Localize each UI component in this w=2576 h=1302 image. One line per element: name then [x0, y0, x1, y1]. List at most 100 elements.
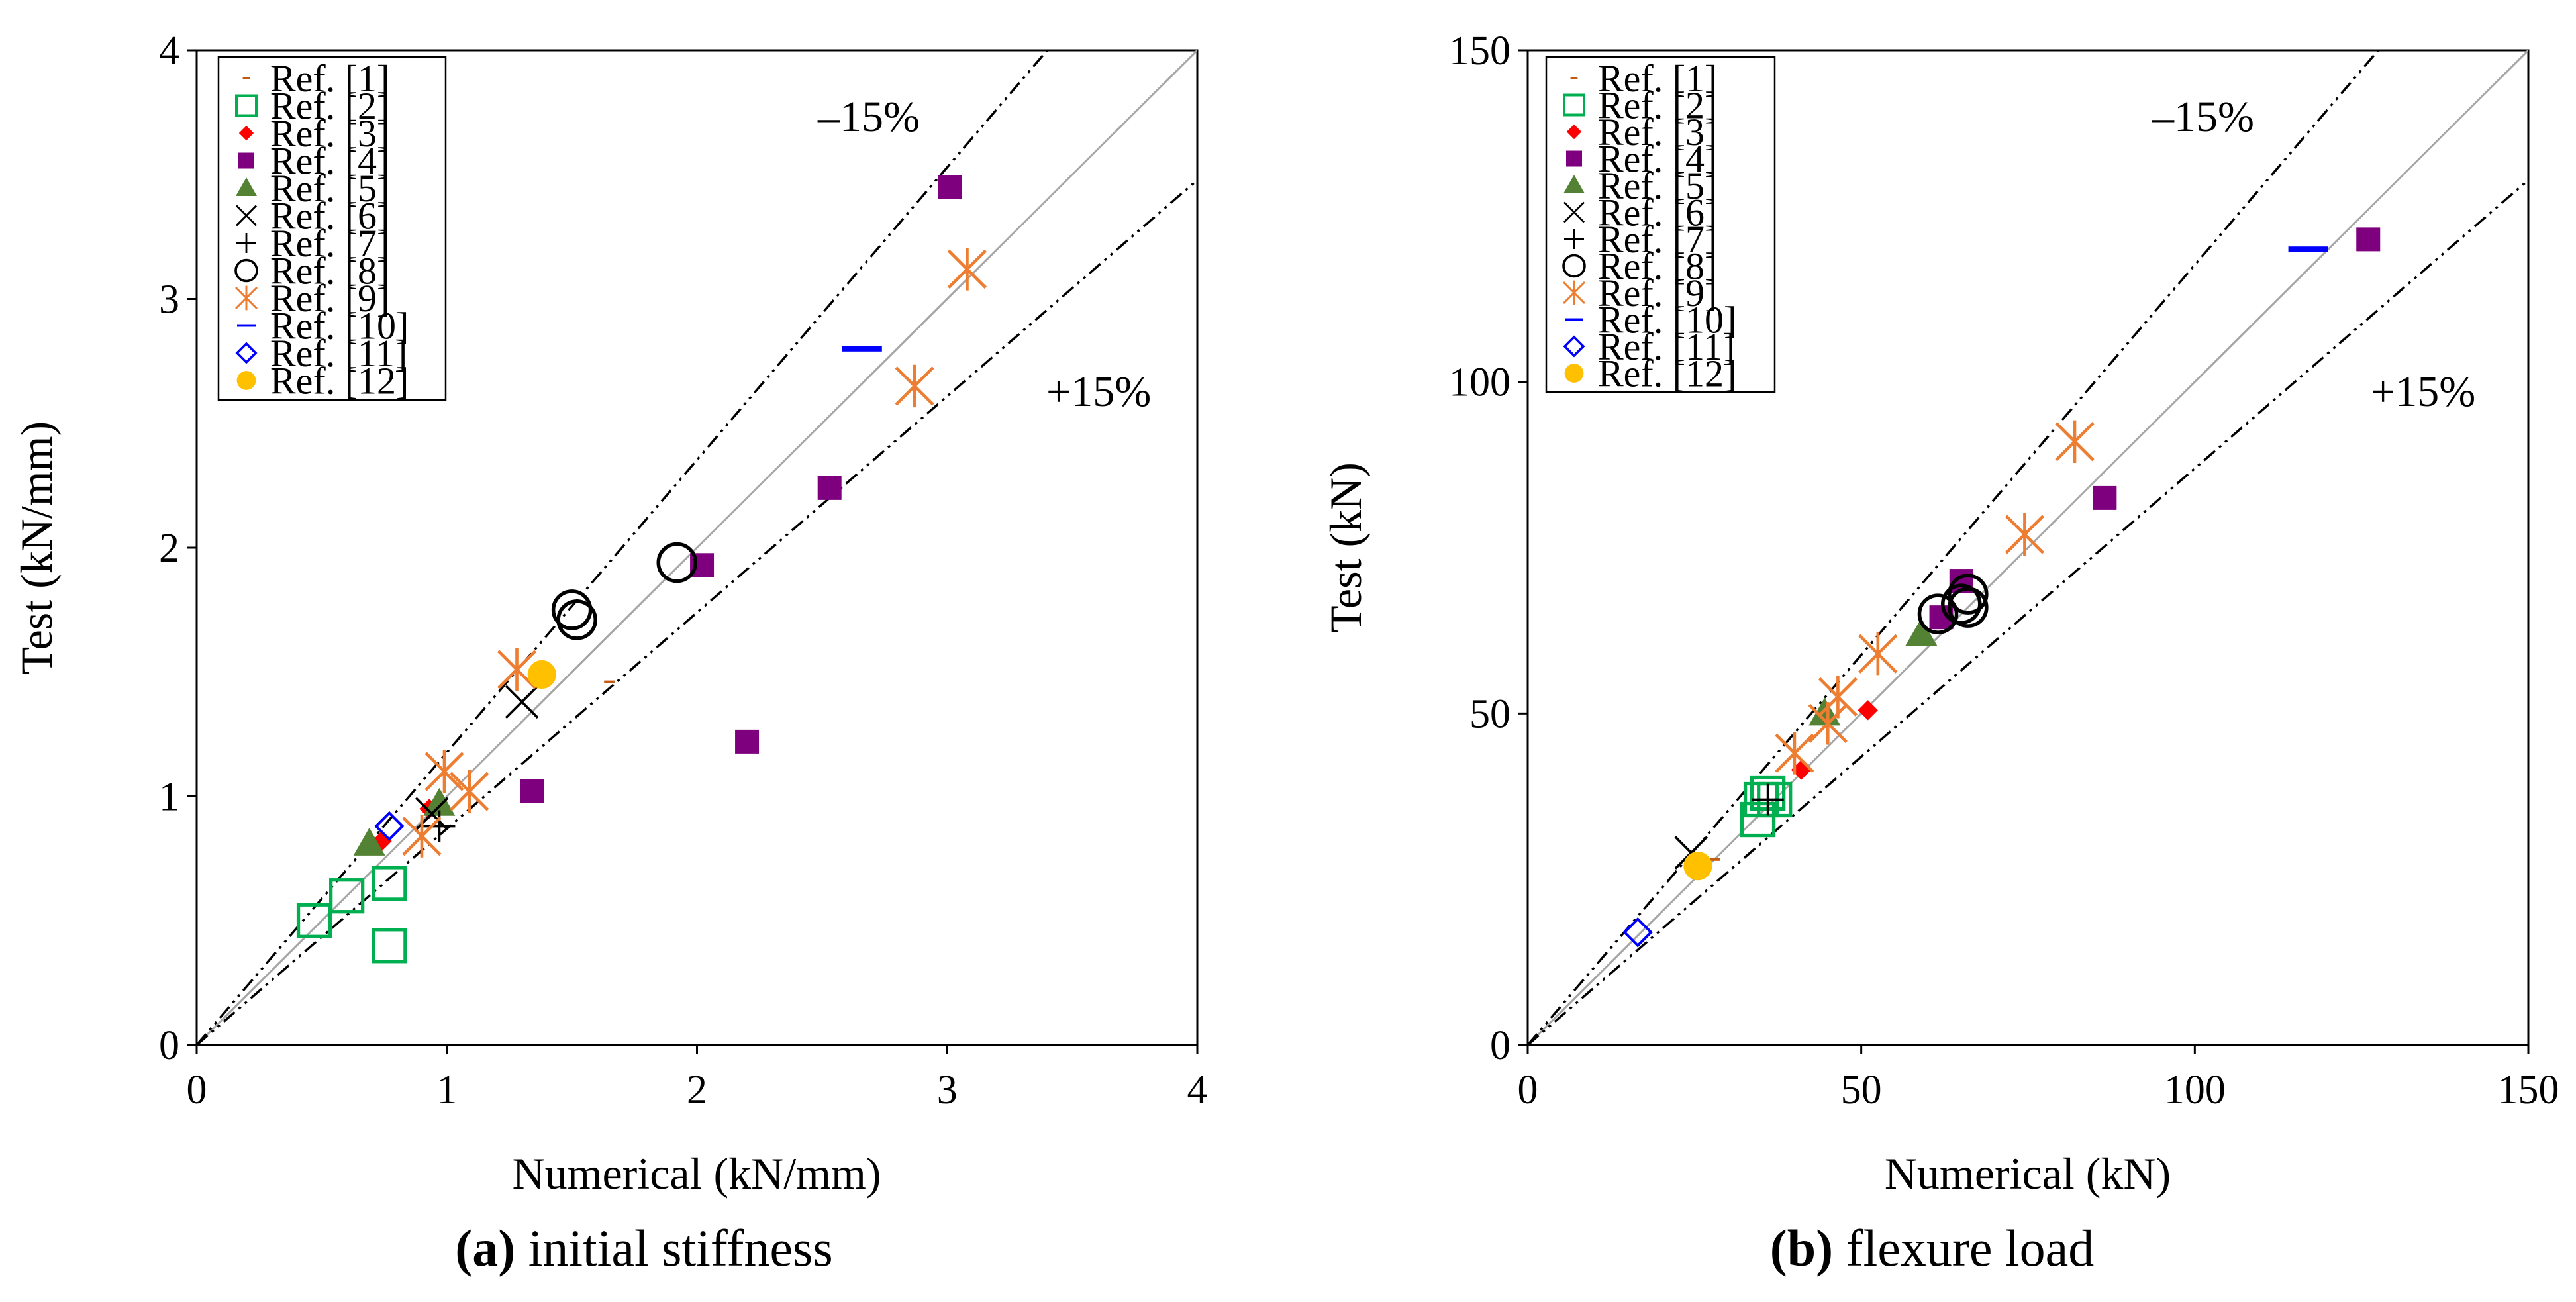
chart-a-point-ref4 [520, 779, 544, 803]
chart-b-point-ref8 [1940, 583, 1982, 625]
chart-b-legend-label-ref1: Ref. [1] [1598, 57, 1717, 100]
chart-a-legend-marker-ref10 [237, 324, 256, 327]
chart-a-x-tick-label: 0 [187, 1068, 207, 1113]
chart-b-point-ref1 [1709, 858, 1720, 861]
chart-b-point-ref4 [2356, 227, 2381, 252]
chart-b-y-axis-title: Test (kN) [1320, 462, 1371, 633]
chart-a-x-tick-label: 1 [436, 1068, 457, 1113]
chart-b-legend-marker-ref6 [1563, 201, 1585, 223]
chart-b-legend: Ref. [1]Ref. [2]Ref. [3]Ref. [4]Ref. [5]… [1545, 56, 1776, 395]
chart-b-point-ref9 [2055, 420, 2095, 463]
chart-b-legend-box [1545, 56, 1776, 393]
chart-a-legend-marker-ref1 [242, 77, 250, 79]
chart-b-x-tick-label: 100 [2164, 1068, 2226, 1113]
chart-b-legend-marker-ref11 [1563, 335, 1585, 358]
chart-b-legend-label-ref4: Ref. [4] [1598, 138, 1717, 181]
chart-a-legend-label-ref1: Ref. [1] [270, 57, 389, 100]
chart-a-y-tick-label: 1 [159, 775, 179, 820]
chart-a-legend-marker-ref7 [236, 233, 256, 253]
chart-a-point-ref8 [656, 542, 698, 583]
chart-b-upper-band-label: –15% [2152, 93, 2254, 141]
chart-a-point-ref3 [372, 830, 392, 852]
chart-b-legend-marker-ref10 [1565, 318, 1583, 321]
chart-a-data-points [296, 175, 987, 964]
chart-b-x-tick-label: 50 [1841, 1068, 1882, 1113]
chart-b-legend-marker-ref2 [1563, 93, 1585, 117]
caption-a: (a) initial stiffness [0, 1219, 1288, 1278]
chart-b-point-ref11 [1622, 917, 1654, 948]
chart-a-legend-label-ref7: Ref. [7] [270, 222, 389, 265]
chart-a-point-ref4 [817, 476, 842, 500]
chart-a-legend-label-ref3: Ref. [3] [270, 112, 389, 155]
chart-a-legend-marker-ref2 [235, 94, 258, 117]
caption-b-text: flexure load [1833, 1219, 2095, 1277]
chart-a-y-tick-label: 3 [159, 277, 179, 323]
chart-a-point-ref7 [423, 810, 456, 842]
chart-b-y-tick-label: 100 [1449, 360, 1511, 405]
chart-b-legend-label-ref8: Ref. [8] [1598, 245, 1717, 288]
chart-a-point-ref2 [372, 928, 407, 964]
chart-b-point-ref4 [2093, 485, 2117, 510]
chart-b-point-ref5 [1905, 618, 1938, 646]
chart-a-y-tick-label: 2 [159, 526, 179, 571]
chart-b-point-ref8 [1948, 587, 1989, 628]
chart-a-legend-marker-ref5 [236, 177, 257, 196]
chart-b-legend-label-ref11: Ref. [11] [1598, 325, 1735, 368]
chart-b-legend-marker-ref12 [1564, 364, 1584, 383]
chart-a-point-ref10 [842, 346, 882, 352]
chart-a-point-ref9 [424, 750, 464, 793]
chart-a-legend-label-ref9: Ref. [9] [270, 277, 389, 320]
chart-a-point-ref9 [450, 770, 489, 813]
chart-b-x-tick-label: 150 [2498, 1068, 2559, 1113]
chart-b-legend-label-ref6: Ref. [6] [1598, 191, 1717, 234]
chart-b-lower-band-label: +15% [2371, 368, 2475, 416]
chart-a-legend-marker-ref4 [238, 152, 254, 169]
chart-a-legend-label-ref10: Ref. [10] [270, 305, 409, 348]
chart-a-point-ref4 [735, 729, 760, 754]
chart-a-point-ref9 [947, 248, 987, 291]
chart-a-legend-label-ref12: Ref. [12] [270, 360, 409, 403]
chart-a-point-ref2 [372, 866, 407, 901]
chart-b-legend-marker-ref5 [1563, 175, 1585, 193]
chart-a-x-tick-label: 3 [937, 1068, 958, 1113]
chart-a-legend-marker-ref3 [238, 125, 254, 141]
chart-a-y-axis-title: Test (kN/mm) [11, 421, 62, 674]
chart-a-legend-label-ref11: Ref. [11] [270, 332, 407, 375]
chart-a-legend-marker-ref12 [236, 371, 256, 390]
chart-b-legend-label-ref5: Ref. [5] [1598, 164, 1717, 207]
chart-b-y-tick-label: 150 [1449, 28, 1511, 74]
chart-a-legend-label-ref2: Ref. [2] [270, 85, 389, 128]
chart-a-y-tick-label: 0 [159, 1023, 179, 1068]
chart-b-legend-label-ref7: Ref. [7] [1598, 218, 1717, 261]
chart-a-x-tick-label: 2 [687, 1068, 707, 1113]
chart-b-legend-label-ref2: Ref. [2] [1598, 84, 1717, 127]
chart-b-svg: 0 50 100 150 0 50 100 150 Numerical (kN) Test (kN… [1320, 28, 2559, 1199]
chart-a-point-ref5 [353, 827, 385, 856]
chart-b-legend-label-ref9: Ref. [9] [1598, 272, 1717, 315]
chart-b-point-ref10 [2288, 246, 2328, 252]
chart-a-svg: 0 1 2 3 4 0 1 2 3 4 Numerical (kN/mm) Test (kN/mm) –… [11, 28, 1208, 1199]
chart-a-lower-band-label: +15% [1046, 368, 1151, 416]
chart-b-legend-marker-ref7 [1564, 229, 1584, 249]
chart-a-legend-label-ref8: Ref. [8] [270, 250, 389, 293]
chart-b-point-ref12 [1683, 852, 1712, 881]
chart-b-x-axis-title: Numerical (kN) [1885, 1148, 2171, 1199]
chart-a-legend-marker-ref11 [235, 342, 258, 364]
chart-b-point-ref9 [1775, 732, 1814, 775]
chart-b-legend-label-ref12: Ref. [12] [1598, 352, 1736, 395]
chart-a-point-ref5 [423, 787, 456, 816]
chart-a-point-ref9 [497, 648, 537, 691]
chart-a-x-tick-label: 4 [1187, 1068, 1208, 1113]
chart-a-x-axis-title: Numerical (kN/mm) [512, 1148, 881, 1199]
chart-a-legend-label-ref6: Ref. [6] [270, 195, 389, 238]
chart-b-point-ref3 [1858, 700, 1878, 721]
chart-a-y-tick-label: 4 [159, 28, 179, 74]
chart-a-point-ref9 [895, 364, 934, 408]
chart-a-point-ref2 [329, 878, 365, 914]
caption-a-letter: (a) [455, 1219, 516, 1277]
caption-b-letter: (b) [1769, 1219, 1834, 1277]
chart-panel-a: 0 1 2 3 4 0 1 2 3 4 Numerical (kN/mm) Test (kN/mm) –… [0, 28, 1288, 1278]
chart-b-point-ref7 [1752, 783, 1784, 816]
chart-a-legend-marker-ref8 [234, 258, 258, 283]
chart-b-plot-frame [1526, 49, 2530, 1046]
